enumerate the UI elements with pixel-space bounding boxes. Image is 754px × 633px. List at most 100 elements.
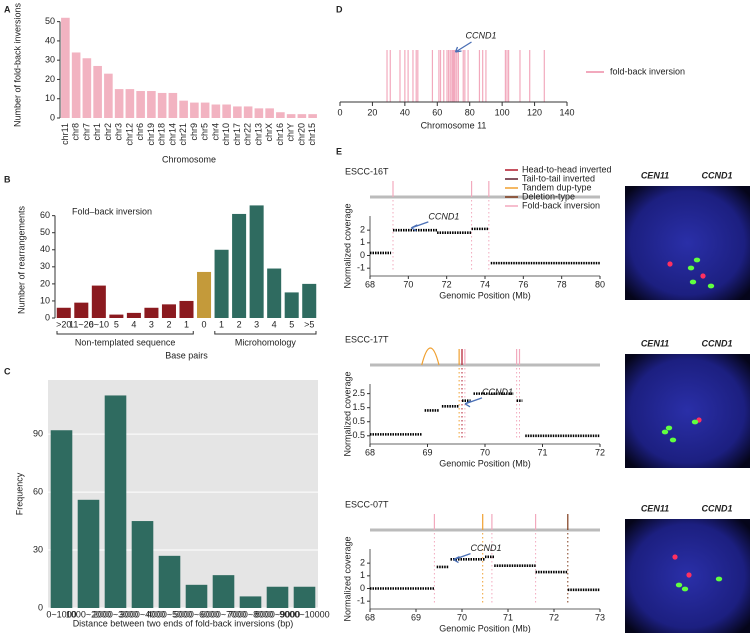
group-label: Microhomology — [235, 337, 297, 347]
x-tick-label: 1 — [219, 319, 224, 329]
bar — [157, 92, 167, 118]
bar — [91, 285, 106, 318]
panel-label: B — [4, 174, 11, 184]
fish-label: CCND1 — [701, 338, 732, 348]
x-axis-label: Base pairs — [165, 350, 208, 360]
group-label: Non-templated sequence — [75, 337, 176, 347]
y-tick-label: 30 — [40, 261, 50, 271]
fish-label: CCND1 — [701, 170, 732, 180]
y-tick-label: 10 — [45, 93, 55, 103]
bar — [232, 213, 247, 318]
x-axis-label: Genomic Position (Mb) — [439, 290, 531, 300]
x-tick-label: 100 — [495, 107, 510, 117]
legend-label: Deletion-type — [522, 191, 575, 201]
bar — [190, 102, 199, 118]
annotation: CCND1 — [482, 387, 513, 397]
fish-signal — [707, 283, 715, 289]
x-tick-label: chr20 — [296, 123, 306, 146]
chart-title: Fold–back inversion — [72, 206, 152, 216]
fish-label: CCND1 — [701, 503, 732, 513]
y-axis-label: Normalized coverage — [342, 536, 352, 621]
x-tick-label: chr21 — [178, 123, 188, 146]
x-tick-label: 71 — [503, 612, 513, 622]
x-tick-label: 69 — [411, 612, 421, 622]
annotation-arrow — [453, 552, 471, 564]
x-tick-label: 76 — [518, 279, 528, 289]
y-tick-label: 1 — [360, 237, 365, 247]
bar — [266, 586, 289, 608]
bar — [144, 307, 159, 318]
x-tick-label: 140 — [559, 107, 574, 117]
bar — [212, 575, 235, 608]
y-tick-label: -1 — [357, 596, 365, 606]
bar — [185, 584, 208, 608]
x-tick-label: 70 — [403, 279, 413, 289]
bar — [222, 104, 231, 118]
bar — [104, 395, 127, 608]
x-tick-label: 80 — [465, 107, 475, 117]
x-tick-label: 5 — [289, 319, 294, 329]
y-tick-label: 90 — [33, 428, 43, 438]
bar — [297, 114, 307, 118]
x-tick-label: 8000~9000 — [255, 609, 300, 619]
fish-signal — [700, 273, 706, 279]
x-tick-label: chr22 — [243, 123, 253, 146]
bar — [308, 114, 317, 118]
x-tick-label: 2 — [237, 319, 242, 329]
y-axis-label: Normalized coverage — [342, 203, 352, 288]
x-tick-label: 6~10 — [89, 319, 109, 329]
fish-signal — [675, 582, 683, 588]
x-tick-label: chr5 — [200, 123, 210, 141]
x-tick-label: chr8 — [71, 123, 81, 141]
bar — [93, 65, 102, 118]
bar — [200, 102, 210, 118]
y-tick-label: 60 — [40, 210, 50, 220]
x-tick-label: chr10 — [221, 123, 231, 146]
y-axis-label: Number of rearrangements — [16, 205, 26, 314]
y-tick-label: 20 — [45, 74, 55, 84]
y-tick-label: 50 — [40, 227, 50, 237]
x-tick-label: 68 — [365, 279, 375, 289]
annotation-arrow — [454, 41, 472, 53]
fish-label: CEN11 — [641, 503, 669, 513]
bar — [131, 521, 154, 608]
panel-label: D — [336, 4, 343, 14]
fish-signal — [715, 576, 723, 582]
fish-image — [625, 186, 750, 300]
y-tick-label: 50 — [45, 16, 55, 26]
x-tick-label: 68 — [365, 612, 375, 622]
bar — [254, 108, 264, 118]
bar — [109, 314, 124, 318]
bar — [125, 89, 135, 118]
bar — [179, 300, 194, 318]
x-tick-label: 70 — [457, 612, 467, 622]
x-tick-label: 72 — [442, 279, 452, 289]
bar — [179, 100, 188, 118]
plot-frame — [369, 216, 600, 277]
group-bracket — [214, 331, 317, 335]
group-bracket — [56, 331, 194, 335]
bar — [211, 104, 221, 118]
bar — [158, 555, 181, 608]
x-tick-label: chr4 — [210, 123, 220, 141]
bar — [77, 499, 100, 608]
y-tick-label: 20 — [40, 278, 50, 288]
bar — [114, 89, 124, 118]
y-tick-label: 0 — [50, 112, 55, 122]
track-title: ESCC-07T — [345, 499, 389, 509]
y-axis-label: Number of fold-back inversions — [12, 2, 22, 127]
x-tick-label: 73 — [595, 612, 605, 622]
bar — [82, 58, 92, 118]
x-axis-label: Chromosome 11 — [421, 120, 487, 130]
y-tick-label: 1 — [360, 570, 365, 580]
x-tick-label: chr14 — [167, 123, 177, 146]
x-tick-label: >20 — [56, 319, 71, 329]
bar — [267, 268, 282, 318]
x-tick-label: 3 — [254, 319, 259, 329]
x-tick-label: 2 — [166, 319, 171, 329]
x-tick-label: chr9 — [189, 123, 199, 141]
x-tick-label: chr16 — [275, 123, 285, 146]
x-tick-label: chr2 — [103, 123, 113, 141]
annotation: CCND1 — [428, 211, 459, 221]
